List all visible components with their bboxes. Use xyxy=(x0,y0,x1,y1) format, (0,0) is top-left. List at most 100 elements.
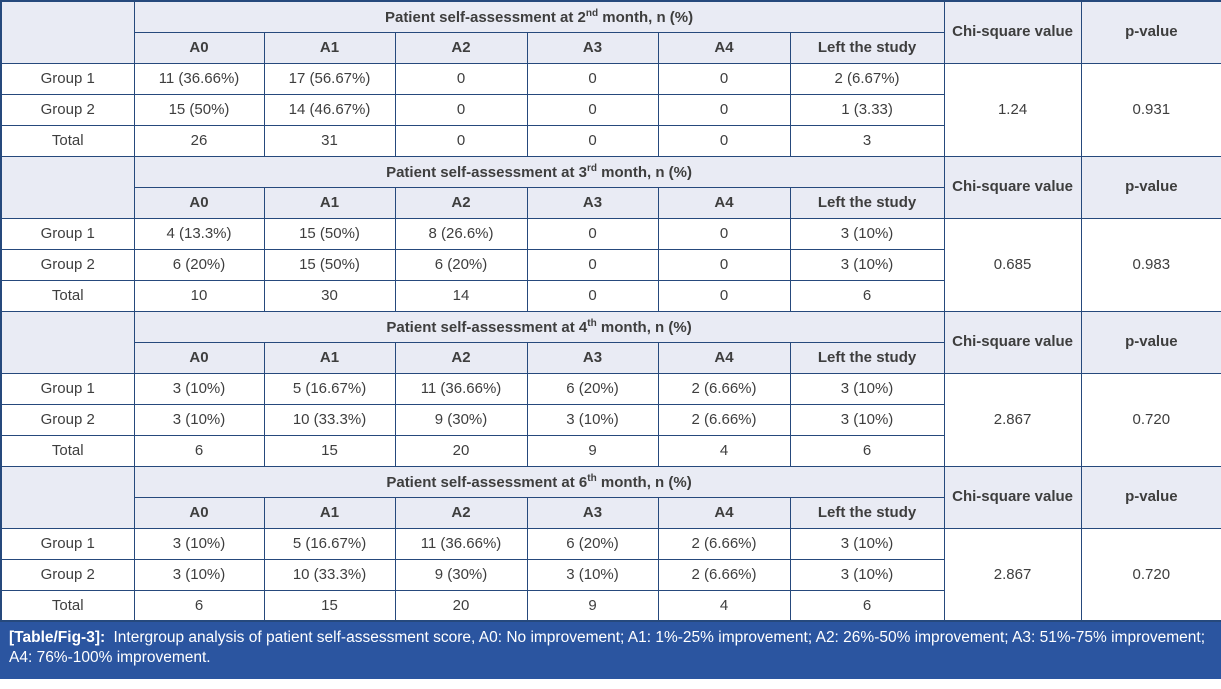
data-cell: 0 xyxy=(657,93,791,126)
section-title-suffix: month, n (%) xyxy=(598,8,694,26)
chi-square-value: 1.24 xyxy=(943,62,1082,157)
p-value: 0.720 xyxy=(1080,527,1221,622)
corner-cell xyxy=(0,465,135,529)
column-header-a0: A0 xyxy=(133,31,265,64)
column-header-a4: A4 xyxy=(657,31,791,64)
column-header-a2: A2 xyxy=(394,31,528,64)
column-header-a1: A1 xyxy=(263,186,396,219)
data-cell: 6 xyxy=(789,279,945,312)
data-cell: 11 (36.66%) xyxy=(394,372,528,405)
data-cell: 15 (50%) xyxy=(263,217,396,250)
data-cell: 8 (26.6%) xyxy=(394,217,528,250)
data-cell: 0 xyxy=(526,279,659,312)
row-label: Group 2 xyxy=(0,558,135,591)
data-cell: 6 xyxy=(789,434,945,467)
row-label: Group 1 xyxy=(0,62,135,95)
chi-square-header: Chi-square value xyxy=(943,465,1082,529)
column-header-a1: A1 xyxy=(263,496,396,529)
table-row: Group 1 11 (36.66%) 17 (56.67%) 0 0 0 2 … xyxy=(0,62,1221,157)
data-cell: 0 xyxy=(526,217,659,250)
data-cell: 10 xyxy=(133,279,265,312)
data-cell: 3 (10%) xyxy=(789,527,945,560)
chi-square-value: 2.867 xyxy=(943,527,1082,622)
data-cell: 14 (46.67%) xyxy=(263,93,396,126)
data-cell: 15 (50%) xyxy=(263,248,396,281)
data-cell: 3 (10%) xyxy=(789,372,945,405)
data-cell: 6 (20%) xyxy=(526,372,659,405)
p-value-header: p-value xyxy=(1080,155,1221,219)
data-cell: 11 (36.66%) xyxy=(394,527,528,560)
data-cell: 10 (33.3%) xyxy=(263,558,396,591)
table-row: Group 1 3 (10%) 5 (16.67%) 11 (36.66%) 6… xyxy=(0,372,1221,467)
column-header-a3: A3 xyxy=(526,496,659,529)
column-header-row: A0 A1 A2 A3 A4 Left the study xyxy=(1,341,1221,374)
row-label: Group 2 xyxy=(0,93,135,126)
data-cell: 9 xyxy=(526,434,659,467)
section-title: Patient self-assessment at 2nd month, n … xyxy=(133,0,945,33)
ordinal-superscript: th xyxy=(587,317,597,329)
p-value-header: p-value xyxy=(1080,465,1221,529)
column-header-a0: A0 xyxy=(133,341,265,374)
p-value: 0.983 xyxy=(1080,217,1221,312)
column-header-a0: A0 xyxy=(133,496,265,529)
data-cell: 2 (6.66%) xyxy=(657,527,791,560)
table-row: Group 1 4 (13.3%) 15 (50%) 8 (26.6%) 0 0… xyxy=(0,217,1221,312)
corner-cell xyxy=(0,310,135,374)
table-row: Group 2 6 (20%) 15 (50%) 6 (20%) 0 0 3 (… xyxy=(0,248,1221,281)
p-value-header: p-value xyxy=(1080,0,1221,64)
section-title-suffix: month, n (%) xyxy=(597,163,692,181)
data-cell: 3 (10%) xyxy=(133,558,265,591)
section-title-text: Patient self-assessment at 4 xyxy=(386,318,588,336)
data-cell: 26 xyxy=(133,124,265,157)
section-title-row: Patient self-assessment at 6th month, n … xyxy=(0,465,1221,529)
data-cell: 0 xyxy=(657,124,791,157)
data-cell: 4 (13.3%) xyxy=(133,217,265,250)
column-header-a4: A4 xyxy=(657,341,791,374)
table-row: Total 6 15 20 9 4 6 xyxy=(0,589,1221,622)
row-label: Group 1 xyxy=(0,217,135,250)
table-row: Total 10 30 14 0 0 6 xyxy=(0,279,1221,312)
data-cell: 3 (10%) xyxy=(133,372,265,405)
row-label: Group 1 xyxy=(0,527,135,560)
data-cell: 6 (20%) xyxy=(133,248,265,281)
column-header-row: A0 A1 A2 A3 A4 Left the study xyxy=(1,186,1221,219)
section-title-suffix: month, n (%) xyxy=(596,473,692,491)
patient-self-assessment-table: Patient self-assessment at 2nd month, n … xyxy=(0,0,1221,622)
column-header-a0: A0 xyxy=(133,186,265,219)
data-cell: 9 xyxy=(526,589,659,622)
column-header-a2: A2 xyxy=(394,496,528,529)
chi-square-header: Chi-square value xyxy=(943,0,1082,64)
data-cell: 0 xyxy=(657,279,791,312)
data-cell: 3 (10%) xyxy=(789,558,945,591)
data-cell: 3 (10%) xyxy=(789,248,945,281)
column-header-a1: A1 xyxy=(263,341,396,374)
column-header-a3: A3 xyxy=(526,186,659,219)
data-cell: 6 xyxy=(133,589,265,622)
data-cell: 5 (16.67%) xyxy=(263,527,396,560)
row-label: Group 2 xyxy=(0,403,135,436)
data-cell: 1 (3.33) xyxy=(789,93,945,126)
data-cell: 30 xyxy=(263,279,396,312)
corner-cell xyxy=(0,0,135,64)
column-header-left-study: Left the study xyxy=(789,496,945,529)
column-header-row: A0 A1 A2 A3 A4 Left the study xyxy=(1,496,1221,529)
data-cell: 3 (10%) xyxy=(789,403,945,436)
chi-square-header: Chi-square value xyxy=(943,310,1082,374)
data-cell: 0 xyxy=(394,62,528,95)
data-cell: 0 xyxy=(657,62,791,95)
p-value: 0.720 xyxy=(1080,372,1221,467)
data-cell: 20 xyxy=(394,589,528,622)
column-header-left-study: Left the study xyxy=(789,341,945,374)
data-cell: 10 (33.3%) xyxy=(263,403,396,436)
data-cell: 2 (6.66%) xyxy=(657,372,791,405)
data-cell: 5 (16.67%) xyxy=(263,372,396,405)
ordinal-superscript: th xyxy=(587,472,597,484)
data-cell: 20 xyxy=(394,434,528,467)
data-cell: 15 (50%) xyxy=(133,93,265,126)
section-title-row: Patient self-assessment at 4th month, n … xyxy=(0,310,1221,374)
data-cell: 4 xyxy=(657,589,791,622)
data-cell: 14 xyxy=(394,279,528,312)
column-header-a3: A3 xyxy=(526,31,659,64)
section-title-row: Patient self-assessment at 3rd month, n … xyxy=(0,155,1221,219)
